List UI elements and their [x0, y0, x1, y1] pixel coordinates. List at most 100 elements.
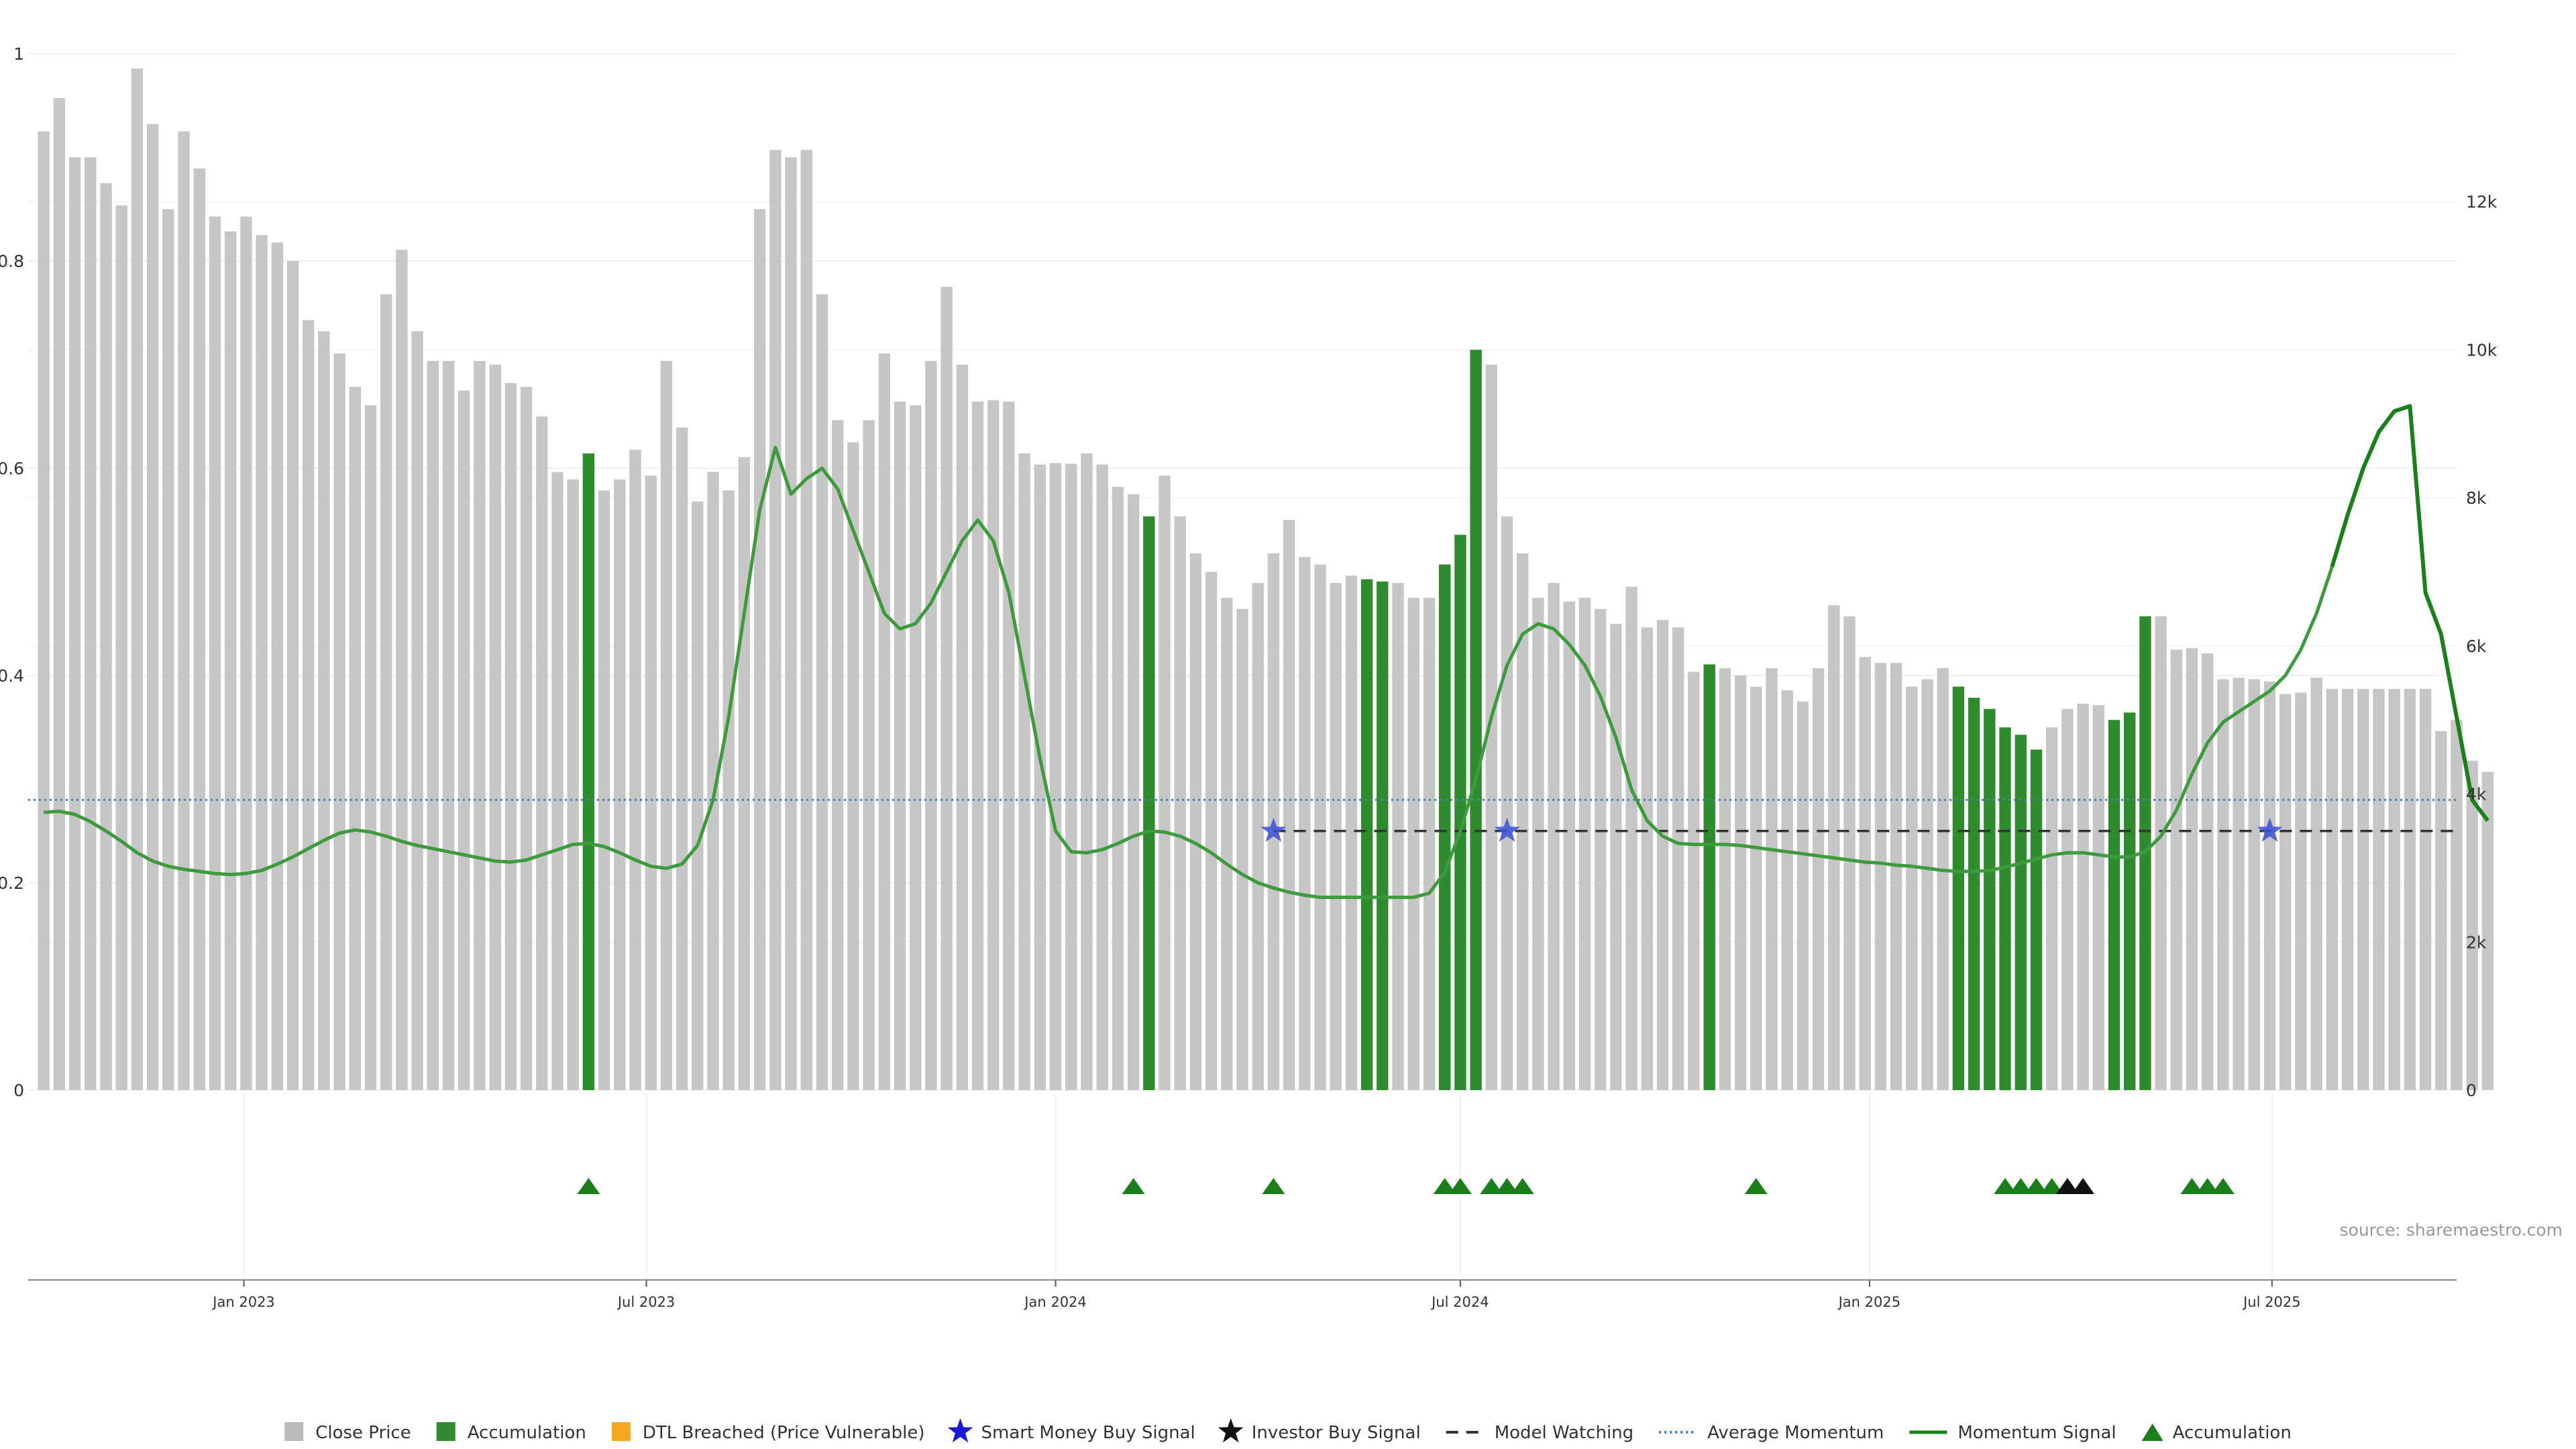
- x-tick-label: Jul 2023: [616, 1294, 675, 1310]
- accumulation-bar: [1952, 686, 1965, 1090]
- close-price-bar: [1018, 453, 1030, 1090]
- axes: 0 0.2 0.4 0.6 0.8 1 0 2k 4k 6k 8k 10k 12k Jan 2023 Jul…: [0, 44, 2498, 1310]
- accumulation-triangle: [2055, 1178, 2079, 1194]
- close-price-bar: [2419, 688, 2432, 1090]
- legend-label: Accumulation: [468, 1423, 586, 1443]
- close-price-bar: [1049, 463, 1062, 1090]
- close-price-bar: [1656, 620, 1669, 1090]
- close-price-bar: [567, 479, 579, 1090]
- close-price-bar: [1906, 686, 1918, 1090]
- accumulation-triangle: [2025, 1178, 2048, 1194]
- close-price-bar: [1734, 676, 1747, 1090]
- legend-item-watch: Model Watching: [1446, 1423, 1633, 1443]
- close-price-bar: [193, 168, 205, 1091]
- accumulation-triangle: [1122, 1178, 1145, 1194]
- close-price-bar: [2248, 679, 2260, 1090]
- smart-money-buy-star: [1494, 817, 1520, 842]
- accumulation-triangle: [1433, 1178, 1456, 1194]
- accumulation-bar: [1999, 727, 2011, 1091]
- accumulation-triangle: [1495, 1178, 1519, 1194]
- right-tick-label: 12k: [2466, 193, 2498, 212]
- close-price-bar: [271, 242, 283, 1090]
- legend-item-close: Close Price: [284, 1422, 411, 1443]
- close-price-bar: [1283, 520, 1295, 1090]
- right-tick-label: 2k: [2466, 932, 2487, 952]
- close-price-bar: [925, 361, 937, 1090]
- left-tick-label: 0.8: [0, 252, 24, 271]
- signal-markers: [577, 817, 2283, 1194]
- close-price-bar: [2077, 703, 2089, 1090]
- close-price-bar: [2263, 681, 2276, 1090]
- close-price-bar: [660, 361, 673, 1090]
- close-price-bar: [894, 401, 906, 1091]
- close-price-bar: [1921, 679, 1933, 1090]
- close-price-bar: [1345, 576, 1358, 1090]
- close-price-bar: [303, 320, 315, 1090]
- legend-item-smart: Smart Money Buy Signal: [947, 1418, 1195, 1443]
- close-price-bar: [1672, 627, 1684, 1090]
- accumulation-triangle: [2009, 1178, 2033, 1194]
- close-price-bar: [1750, 686, 1762, 1090]
- close-price-bar: [1065, 464, 1077, 1090]
- close-price-bar: [396, 250, 408, 1090]
- x-tick-label: Jan 2024: [1023, 1294, 1087, 1310]
- close-price-bar: [1781, 690, 1793, 1090]
- legend-triangle-icon: [2141, 1424, 2163, 1441]
- legend-label: Momentum Signal: [1957, 1423, 2116, 1443]
- close-price-bar: [1407, 598, 1419, 1090]
- signal-lines: [28, 404, 2489, 900]
- close-price-bar: [1330, 583, 1342, 1090]
- close-price-bar: [1112, 486, 1124, 1090]
- close-price-bar: [1096, 464, 1108, 1090]
- close-price-bar: [209, 216, 221, 1090]
- close-price-bar: [2466, 760, 2478, 1090]
- close-price-bar: [1532, 598, 1544, 1090]
- close-price-bar: [800, 150, 812, 1090]
- close-price-bar: [520, 386, 533, 1090]
- close-price-bar: [847, 442, 859, 1090]
- legend: Close Price Accumulation DTL Breached (Pri…: [284, 1418, 2292, 1443]
- close-price-bar: [2233, 678, 2245, 1090]
- close-price-bar: [1548, 583, 1560, 1090]
- accumulation-triangle: [577, 1178, 600, 1194]
- momentum-signal-line-highlight: [2330, 404, 2489, 822]
- accumulation-triangle: [2040, 1178, 2063, 1194]
- close-price-bar: [2046, 727, 2058, 1091]
- legend-swatch: [436, 1422, 455, 1441]
- close-price-bar: [2186, 648, 2198, 1090]
- legend-swatch: [611, 1422, 631, 1441]
- right-tick-label: 6k: [2466, 637, 2487, 656]
- close-price-bar: [738, 457, 751, 1090]
- close-price-bar: [1625, 586, 1638, 1090]
- legend-item-dtl: DTL Breached (Price Vulnerable): [611, 1422, 925, 1443]
- close-price-bar: [910, 405, 922, 1090]
- close-price-bar: [2202, 653, 2214, 1090]
- accumulation-bar: [1439, 564, 1451, 1090]
- legend-star-icon: [947, 1418, 973, 1443]
- close-price-bar: [1812, 668, 1825, 1090]
- x-tick-label: Jan 2025: [1837, 1294, 1901, 1310]
- close-price-bar: [1578, 598, 1591, 1090]
- close-price-bar: [1890, 663, 1902, 1090]
- close-price-bar: [2481, 771, 2494, 1090]
- close-price-bar: [1766, 668, 1778, 1090]
- close-price-bar: [1299, 557, 1311, 1090]
- close-price-bar: [1314, 564, 1326, 1090]
- legend-swatch: [284, 1422, 304, 1441]
- close-price-bar: [1517, 553, 1529, 1090]
- close-price-bar: [1221, 598, 1233, 1090]
- close-price-bar: [1159, 476, 1171, 1090]
- close-price-bar: [971, 401, 984, 1091]
- close-price-bar: [2357, 688, 2369, 1090]
- right-tick-label: 0: [2466, 1081, 2477, 1100]
- close-price-bar: [941, 286, 953, 1091]
- source-label: source: sharemaestro.com: [2340, 1220, 2563, 1240]
- left-tick-label: 1: [13, 44, 24, 64]
- accumulation-bar: [1703, 664, 1715, 1090]
- accumulation-bar: [2124, 712, 2136, 1090]
- x-tick-label: Jan 2023: [211, 1294, 275, 1310]
- close-price-bar: [1236, 608, 1248, 1090]
- accumulation-bar: [2015, 735, 2027, 1090]
- close-price-bar: [1189, 553, 1202, 1090]
- accumulation-bar: [1143, 516, 1155, 1090]
